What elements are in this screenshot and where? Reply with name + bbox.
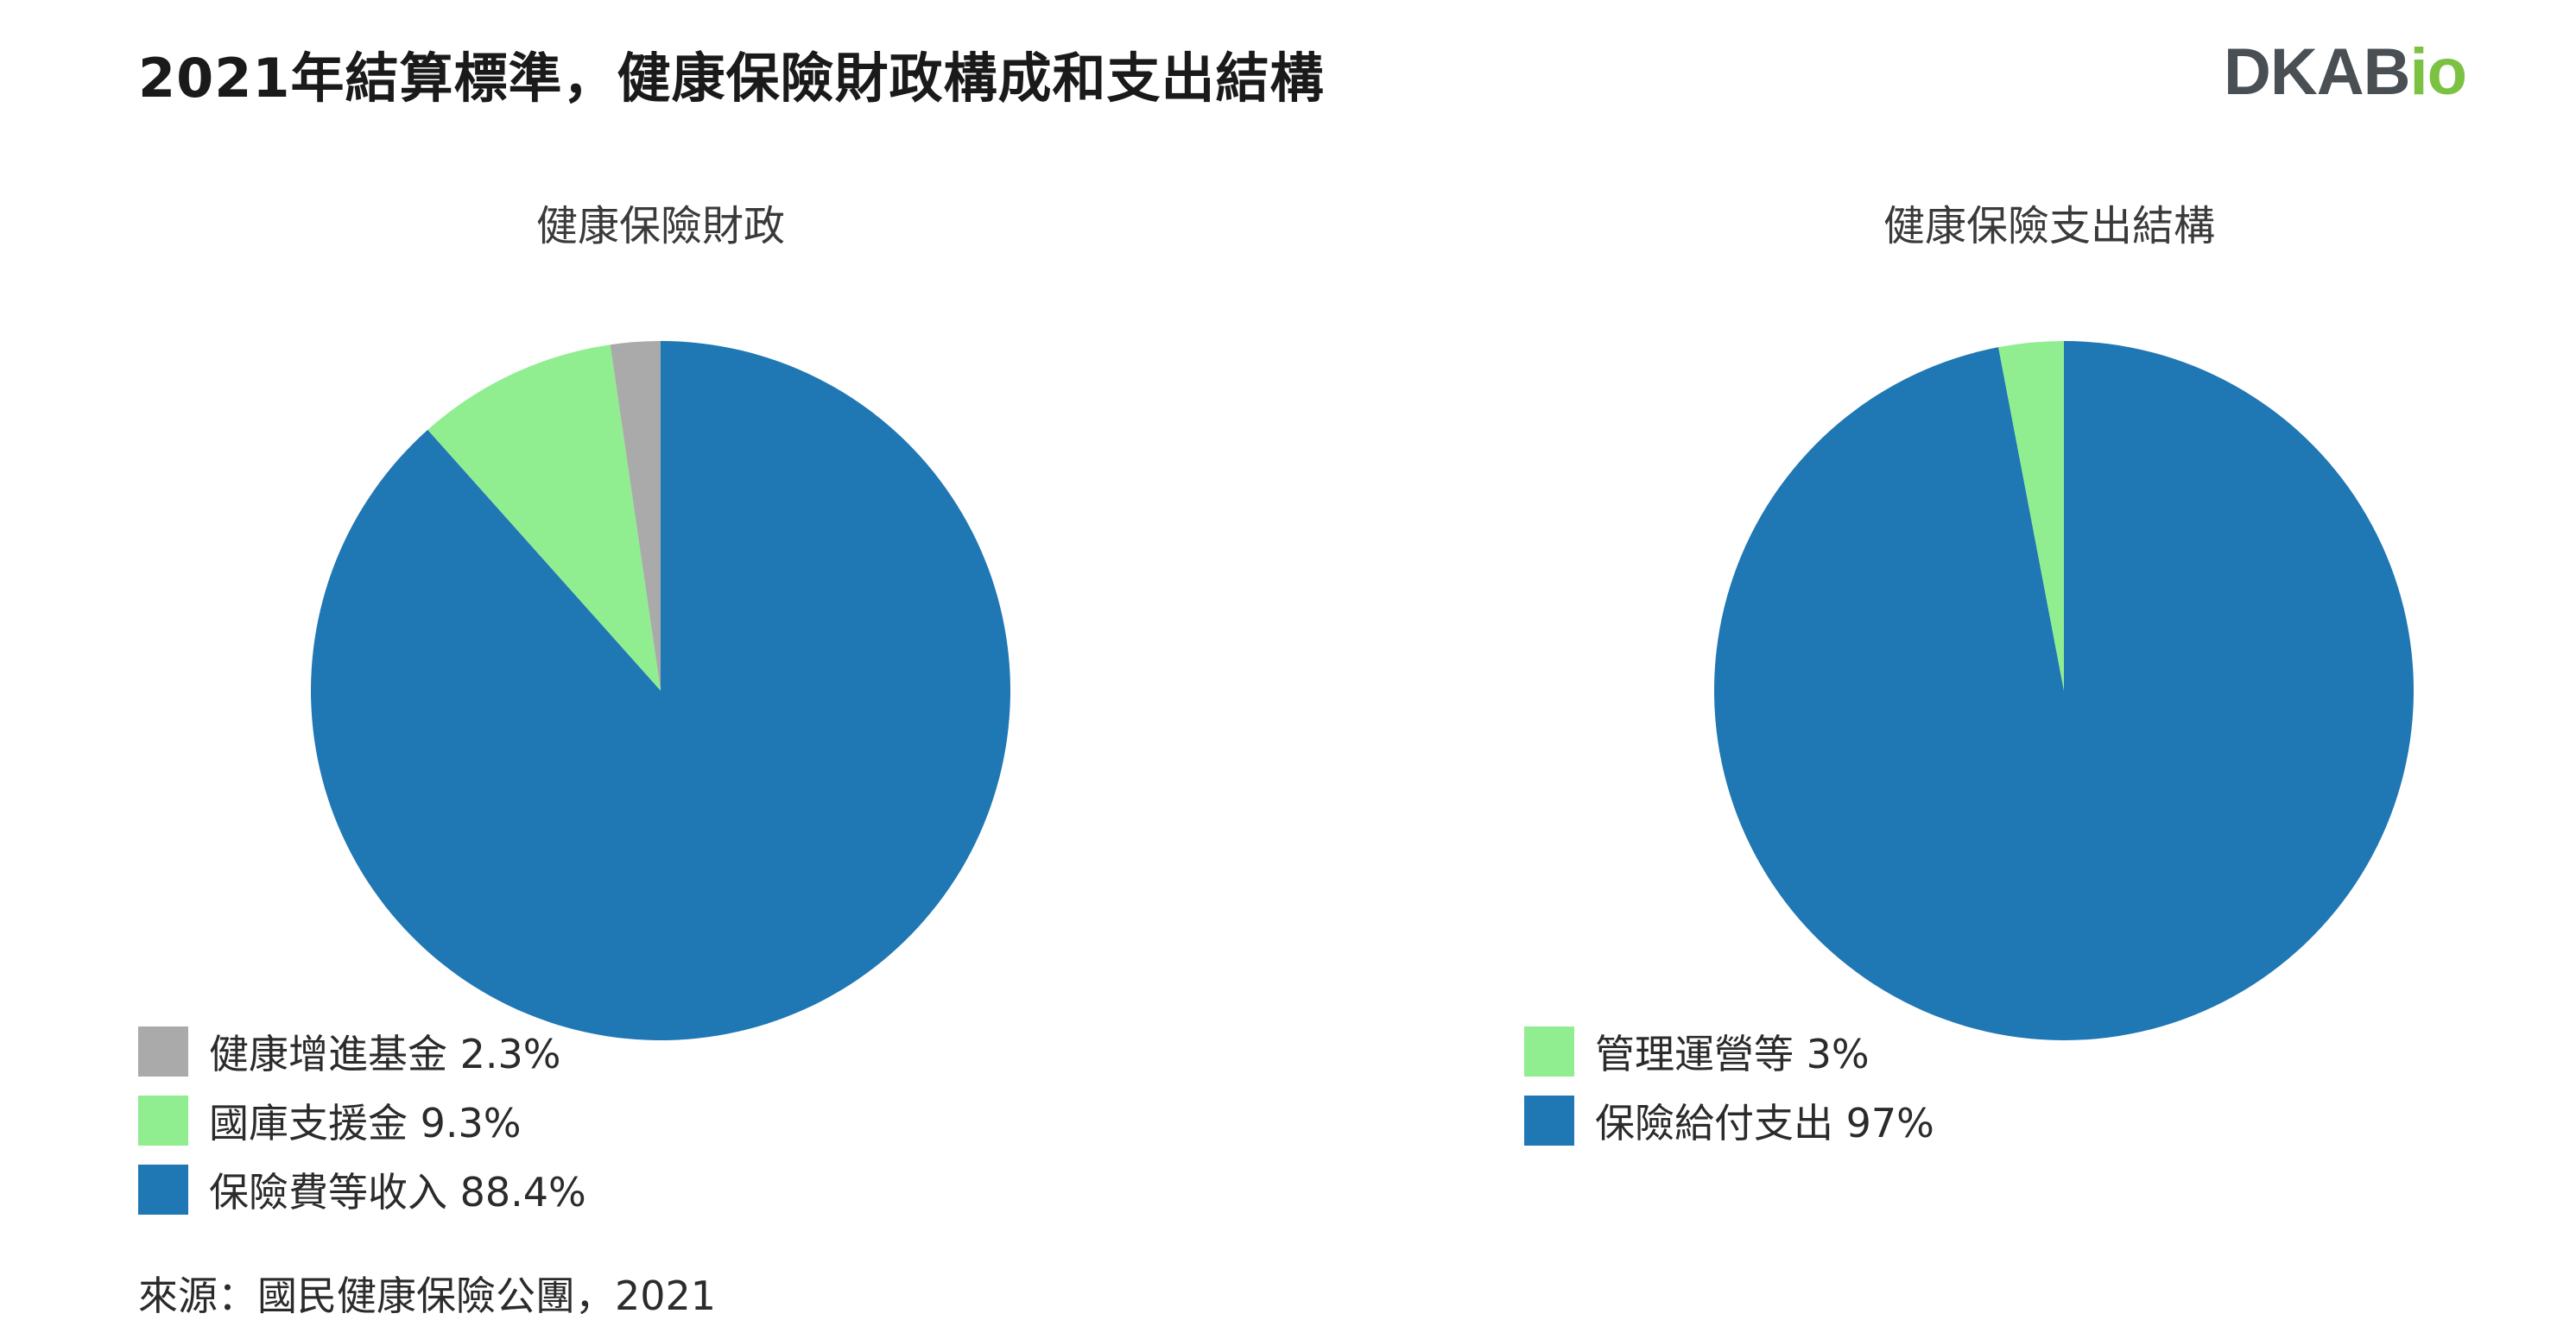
legend-item: 保險給付支出 97% bbox=[1524, 1094, 1934, 1147]
logo-accent-text: io bbox=[2409, 35, 2468, 109]
pie-chart-expenditure bbox=[1714, 341, 2414, 1040]
legend-expenditure: 管理運營等 3% 保險給付支出 97% bbox=[1524, 1025, 1934, 1163]
legend-item: 國庫支援金 9.3% bbox=[138, 1094, 586, 1147]
chart-title-finance: 健康保險財政 bbox=[535, 202, 786, 250]
pie-chart-finance bbox=[311, 341, 1010, 1040]
brand-logo: DKABio bbox=[2224, 40, 2467, 105]
source-note: 來源：國民健康保險公團，2021 bbox=[138, 1273, 717, 1319]
legend-label: 保險給付支出 97% bbox=[1595, 1100, 1934, 1146]
legend-label: 健康增進基金 2.3% bbox=[209, 1031, 561, 1077]
pie-slice bbox=[427, 344, 661, 691]
page-title: 2021年結算標準，健康保險財政構成和支出結構 bbox=[138, 47, 1325, 110]
pie-slice bbox=[1998, 341, 2064, 691]
pie-slice bbox=[610, 341, 661, 691]
legend-swatch bbox=[138, 1026, 188, 1077]
legend-swatch bbox=[1524, 1096, 1574, 1146]
chart-title-expenditure: 健康保險支出結構 bbox=[1883, 202, 2216, 250]
legend-item: 管理運營等 3% bbox=[1524, 1025, 1934, 1078]
legend-item: 保險費等收入 88.4% bbox=[138, 1163, 586, 1216]
legend-swatch bbox=[138, 1096, 188, 1146]
legend-label: 保險費等收入 88.4% bbox=[209, 1169, 586, 1216]
legend-label: 國庫支援金 9.3% bbox=[209, 1100, 522, 1146]
legend-label: 管理運營等 3% bbox=[1595, 1031, 1870, 1077]
logo-main-text: DKAB bbox=[2224, 35, 2411, 109]
legend-finance: 健康增進基金 2.3% 國庫支援金 9.3% 保險費等收入 88.4% bbox=[138, 1025, 586, 1232]
legend-item: 健康增進基金 2.3% bbox=[138, 1025, 586, 1078]
legend-swatch bbox=[138, 1165, 188, 1215]
legend-swatch bbox=[1524, 1026, 1574, 1077]
